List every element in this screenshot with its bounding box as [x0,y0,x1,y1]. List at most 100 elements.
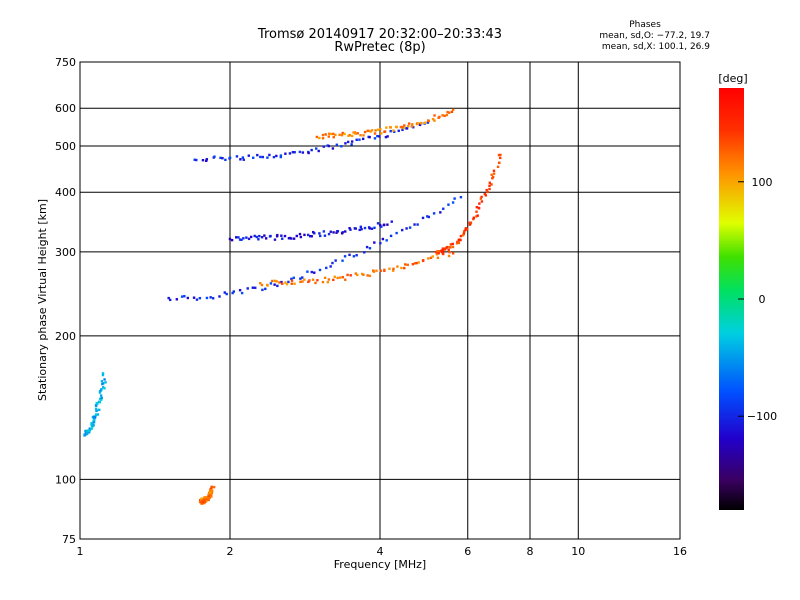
data-point-358 [247,237,251,241]
data-point-464 [97,408,101,412]
data-point-280 [315,135,319,139]
data-point-270 [397,129,400,133]
data-point-57 [408,226,412,229]
data-point-109 [368,274,372,278]
data-point-77 [278,281,281,284]
data-point-329 [411,123,414,126]
data-point-405 [358,228,361,232]
data-point-267 [386,135,389,138]
data-point-360 [253,234,256,238]
data-point-395 [335,231,338,234]
data-point-231 [266,156,269,159]
data-point-503 [201,498,204,502]
data-point-260 [361,137,365,141]
data-point-76 [275,280,278,283]
data-point-226 [247,154,250,157]
data-point-372 [280,234,283,237]
data-point-339 [433,119,436,122]
data-point-126 [415,261,418,265]
data-point-371 [276,233,279,237]
data-point-352 [235,236,238,239]
data-point-228 [256,153,259,157]
data-point-279 [426,121,430,124]
data-point-303 [362,134,365,137]
data-point-3 [180,295,184,298]
data-point-419 [390,220,393,223]
data-point-285 [327,135,330,138]
y-tick-labels: 75 100 200 300 400 500 600 750 [55,56,76,546]
data-point-148 [441,249,445,252]
data-point-96 [332,278,335,282]
phases-stats-o: mean, sd,O: −77.2, 19.7 [599,31,710,41]
y-tick-label-6: 600 [55,102,76,115]
data-point-43 [348,253,351,257]
data-point-235 [279,155,282,159]
data-point-437 [88,427,91,430]
data-point-284 [324,133,327,136]
data-point-262 [368,135,371,139]
data-point-418 [386,223,389,226]
data-point-39 [331,261,334,265]
data-point-265 [378,135,381,138]
data-point-334 [420,122,423,125]
data-point-463 [94,407,98,411]
data-point-292 [340,133,344,137]
data-point-122 [404,263,407,266]
data-point-326 [407,122,411,125]
data-point-146 [440,249,443,252]
data-point-224 [241,156,245,159]
data-point-378 [292,237,296,240]
data-point-559 [210,489,213,492]
data-point-325 [403,124,406,127]
phases-stats-x: mean, sd,X: 100.1, 26.9 [601,42,710,52]
data-point-192 [484,194,488,197]
data-point-6 [192,296,196,299]
data-point-505 [202,499,206,502]
data-point-247 [317,149,320,153]
data-point-78 [281,282,284,286]
data-point-304 [363,130,367,134]
data-point-347 [448,111,451,114]
data-point-129 [421,259,425,262]
data-point-157 [449,243,452,246]
data-point-98 [336,276,339,280]
x-tick-label-3: 6 [464,545,471,558]
y-axis-label: Stationary phase Virtual Height [km] [36,199,49,401]
data-point-16 [232,290,235,293]
data-point-487 [103,378,106,381]
data-point-223 [239,158,242,161]
data-point-294 [343,132,346,136]
data-point-295 [347,134,350,137]
data-point-143 [437,252,440,255]
data-point-83 [293,282,296,285]
data-point-467 [94,404,98,407]
data-point-408 [363,226,367,230]
data-point-60 [421,216,425,220]
chart-title: Tromsø 20140917 20:32:00–20:33:43 [257,27,503,42]
data-point-18 [240,291,244,295]
data-point-61 [426,215,429,218]
data-point-38 [329,265,332,268]
data-point-518 [204,500,207,503]
data-point-488 [101,373,105,377]
data-point-33 [306,270,309,273]
data-point-365 [263,234,266,237]
data-point-168 [462,232,466,235]
data-point-229 [259,155,262,159]
data-point-356 [242,237,245,240]
data-point-23 [264,287,267,291]
data-point-366 [264,237,268,240]
data-point-34 [310,270,313,274]
data-point-81 [290,282,293,285]
data-point-289 [332,136,335,139]
data-point-478 [98,391,102,394]
data-point-5 [186,296,190,300]
data-point-11 [211,297,215,300]
data-point-12 [218,295,221,298]
data-point-459 [93,416,97,419]
data-point-179 [472,217,475,221]
data-point-15 [231,291,234,295]
data-point-315 [383,130,387,133]
data-point-51 [381,237,385,241]
data-point-100 [341,276,345,279]
